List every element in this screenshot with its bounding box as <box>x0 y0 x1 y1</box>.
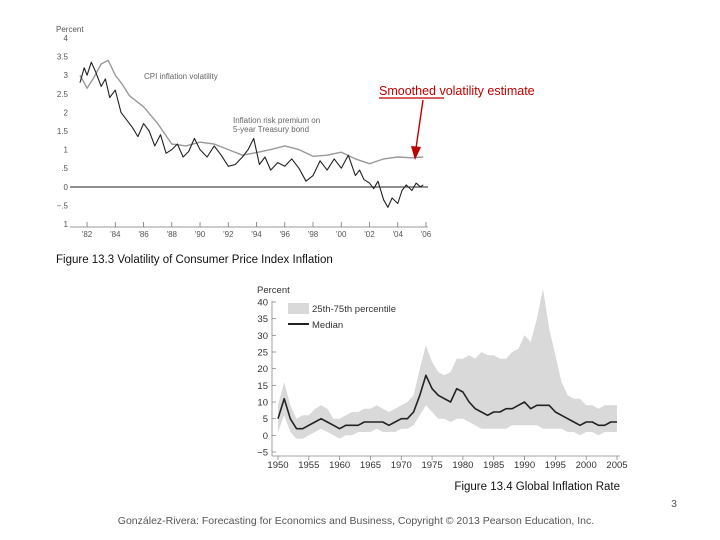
chart2-x-tick-label: 2005 <box>606 460 627 471</box>
copyright-footer: González-Rivera: Forecasting for Economi… <box>118 515 594 527</box>
chart1-x-tick-label: '82 <box>82 230 93 239</box>
chart1-y-tick-label: 3 <box>64 71 69 80</box>
chart2-x-tick-label: 1985 <box>483 460 504 471</box>
figure-13-3-caption: Figure 13.3 Volatility of Consumer Price… <box>56 254 333 266</box>
chart2-y-tick-label: 20 <box>257 364 268 375</box>
chart1-x-tick-label: '04 <box>393 230 404 239</box>
chart1-x-tick-label: '98 <box>308 230 319 239</box>
chart1-x-tick-label: '94 <box>251 230 262 239</box>
chart1-y-tick-label: 2.5 <box>57 90 69 99</box>
chart2-x-tick-label: 1975 <box>422 460 443 471</box>
chart2-y-tick-label: 0 <box>263 431 268 442</box>
smoothed-volatility-callout: Smoothed volatility estimate <box>379 84 535 98</box>
chart1-y-tick-label: 3.5 <box>57 53 69 62</box>
legend-swatch-percentile <box>288 303 309 314</box>
chart2-y-tick-label: 5 <box>263 414 268 425</box>
chart1-x-tick-label: '84 <box>110 230 121 239</box>
chart2-x-tick-label: 1950 <box>267 460 288 471</box>
chart2-x-tick-label: 2000 <box>576 460 597 471</box>
chart1-y-tick-label: 1 <box>64 146 69 155</box>
callout-arrow-head <box>411 146 421 160</box>
chart1-y-tick-label: 1 <box>64 220 69 229</box>
chart2-y-tick-label: 10 <box>257 398 268 409</box>
figure-13-4-caption: Figure 13.4 Global Inflation Rate <box>454 481 620 493</box>
chart1-y-tick-label: .5 <box>61 164 68 173</box>
chart1-annotation-risk-premium-1: Inflation risk premium on <box>233 116 320 125</box>
chart1-x-tick-label: '02 <box>364 230 375 239</box>
chart1-y-tick-label: 1.5 <box>57 127 69 136</box>
chart1-x-tick-label: '96 <box>280 230 291 239</box>
chart2-x-tick-label: 1980 <box>452 460 473 471</box>
chart1-y-tick-label: 0 <box>64 183 69 192</box>
legend-label-median: Median <box>312 320 343 331</box>
page-number: 3 <box>671 498 677 510</box>
chart1-annotation-cpi-volatility: CPI inflation volatility <box>144 72 218 81</box>
chart1-x-tick-label: '86 <box>138 230 149 239</box>
chart2-y-tick-label: −5 <box>257 448 268 459</box>
chart1-y-tick-label: 2 <box>64 108 69 117</box>
global-inflation-chart: Percent 40 35 30 25 20 15 10 5 0 −5 1950 1955 1960 1… <box>257 285 628 493</box>
chart2-y-tick-label: 15 <box>257 381 268 392</box>
chart1-annotation-risk-premium-2: 5-year Treasury bond <box>233 125 309 134</box>
chart2-x-tick-label: 1990 <box>514 460 535 471</box>
chart1-y-tick-label: 4 <box>64 34 69 43</box>
chart2-ylabel: Percent <box>257 285 290 296</box>
cpi-volatility-chart: Percent 43.532.521.51.50−.51 '82'84'86'8… <box>56 25 535 266</box>
percentile-band <box>278 288 617 439</box>
legend-label-percentile: 25th-75th percentile <box>312 304 396 315</box>
chart2-x-tick-label: 1970 <box>391 460 412 471</box>
chart2-x-tick-label: 1965 <box>360 460 381 471</box>
chart1-y-tick-label: −.5 <box>57 201 69 210</box>
chart2-x-tick-label: 1955 <box>298 460 319 471</box>
chart1-ylabel: Percent <box>56 25 84 34</box>
chart2-y-tick-label: 40 <box>257 298 268 309</box>
chart2-x-tick-label: 1960 <box>329 460 350 471</box>
chart1-x-tick-label: '06 <box>421 230 432 239</box>
chart2-y-tick-label: 25 <box>257 348 268 359</box>
series-line-cpi-volatility <box>79 59 424 165</box>
chart2-y-tick-label: 35 <box>257 314 268 325</box>
chart1-x-tick-label: '00 <box>336 230 347 239</box>
chart1-x-tick-label: '92 <box>223 230 234 239</box>
callout-arrow-shaft <box>415 99 424 149</box>
chart1-x-tick-label: '88 <box>167 230 178 239</box>
median-line <box>277 374 617 430</box>
series-line-inflation-risk-premium <box>79 61 424 208</box>
chart1-x-tick-label: '90 <box>195 230 206 239</box>
chart2-x-tick-label: 1995 <box>545 460 566 471</box>
chart2-y-tick-label: 30 <box>257 331 268 342</box>
